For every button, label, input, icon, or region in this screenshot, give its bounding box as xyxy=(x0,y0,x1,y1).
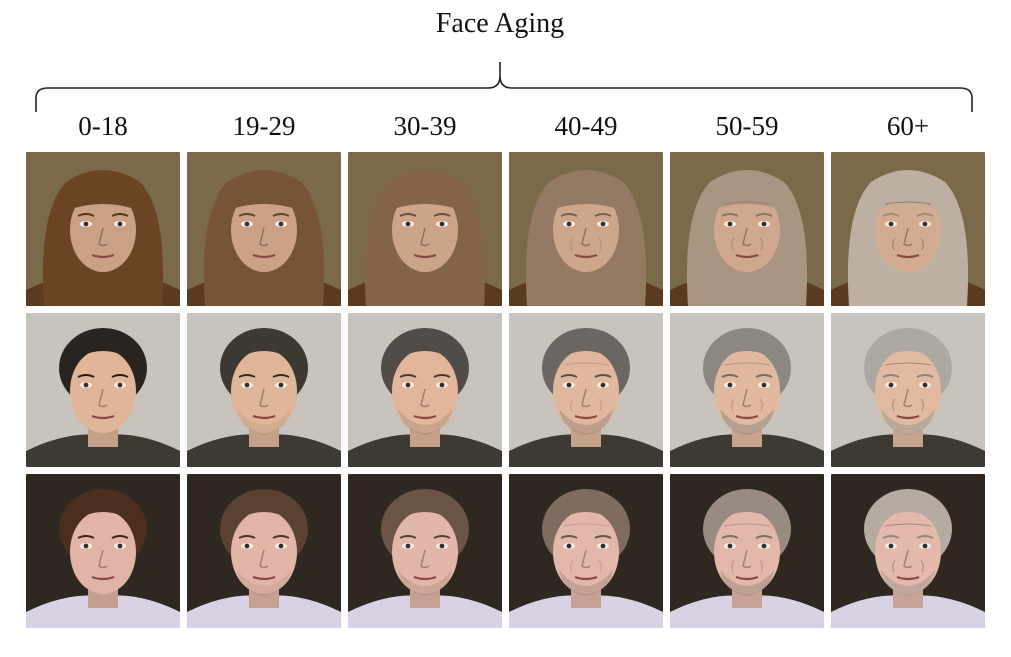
face-portrait xyxy=(670,474,824,628)
age-label-19-29: 19-29 xyxy=(232,111,296,141)
face-portrait xyxy=(831,474,985,628)
face-aging-grid xyxy=(26,152,986,628)
figure-title: Face Aging xyxy=(435,8,565,39)
face-portrait xyxy=(670,313,824,467)
face-portrait xyxy=(187,474,341,628)
face-portrait xyxy=(348,313,502,467)
age-label-40-49: 40-49 xyxy=(554,111,618,141)
face-portrait xyxy=(831,313,985,467)
face-portrait xyxy=(348,152,502,306)
face-portrait xyxy=(26,474,180,628)
face-portrait xyxy=(187,152,341,306)
age-label-0-18: 0-18 xyxy=(78,111,128,141)
face-portrait xyxy=(187,313,341,467)
face-portrait xyxy=(26,152,180,306)
face-portrait xyxy=(26,313,180,467)
face-portrait xyxy=(670,152,824,306)
age-label-60-plus: 60+ xyxy=(886,111,930,141)
face-portrait xyxy=(509,152,663,306)
age-label-50-59: 50-59 xyxy=(715,111,779,141)
face-portrait xyxy=(348,474,502,628)
face-portrait xyxy=(831,152,985,306)
face-portrait xyxy=(509,313,663,467)
age-label-30-39: 30-39 xyxy=(393,111,457,141)
age-range-brace xyxy=(35,62,973,112)
face-portrait xyxy=(509,474,663,628)
